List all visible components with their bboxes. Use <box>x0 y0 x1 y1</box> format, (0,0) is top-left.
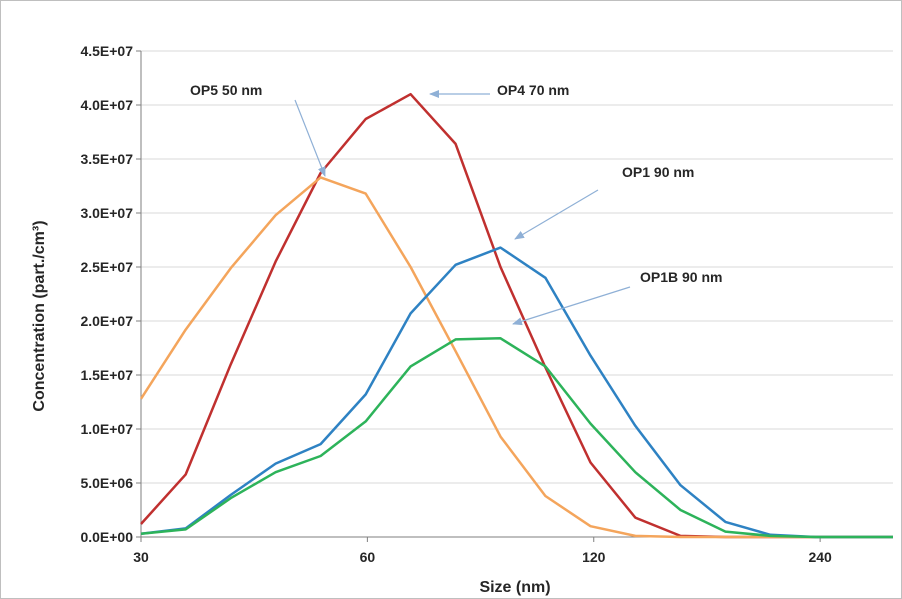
gridlines <box>141 50 893 484</box>
annotation-label: OP1 90 nm <box>622 164 694 180</box>
annotation-label: OP1B 90 nm <box>640 269 722 285</box>
x-tick-label: 120 <box>582 549 606 565</box>
series-lines <box>139 92 893 539</box>
annotation-arrow <box>512 286 631 326</box>
y-tick-label: 2.0E+07 <box>80 313 133 329</box>
series-line-4 <box>140 337 893 539</box>
y-tick-label: 1.5E+07 <box>80 367 133 383</box>
x-axis-title: Size (nm) <box>479 579 550 596</box>
y-tick-label: 3.0E+07 <box>80 205 133 221</box>
annotation-arrow <box>514 189 599 240</box>
y-tick-label: 0.0E+00 <box>80 529 133 545</box>
y-tick-label: 4.0E+07 <box>80 97 133 113</box>
y-tick-label: 5.0E+06 <box>80 475 133 491</box>
annotations: OP5 50 nm OP4 70 nm OP1 90 nm OP1B 90 nm <box>190 82 722 326</box>
tick-labels: 0.0E+00 5.0E+06 1.0E+07 1.5E+07 2.0E+07 2.5E+… <box>80 43 832 565</box>
y-tick-label: 2.5E+07 <box>80 259 133 275</box>
annotation-label: OP5 50 nm <box>190 82 262 98</box>
y-tick-label: 3.5E+07 <box>80 151 133 167</box>
annotation-label: OP4 70 nm <box>497 82 569 98</box>
y-tick-label: 1.0E+07 <box>80 421 133 437</box>
axes <box>136 50 893 542</box>
annotation-arrow <box>294 99 326 177</box>
series-line-3 <box>140 246 893 539</box>
x-tick-label: 60 <box>360 549 376 565</box>
y-tick-label: 4.5E+07 <box>80 43 133 59</box>
y-axis-title: Concentration (part./cm³) <box>31 220 48 411</box>
x-tick-label: 30 <box>133 549 149 565</box>
x-tick-label: 240 <box>808 549 832 565</box>
series-line-1 <box>140 92 893 539</box>
